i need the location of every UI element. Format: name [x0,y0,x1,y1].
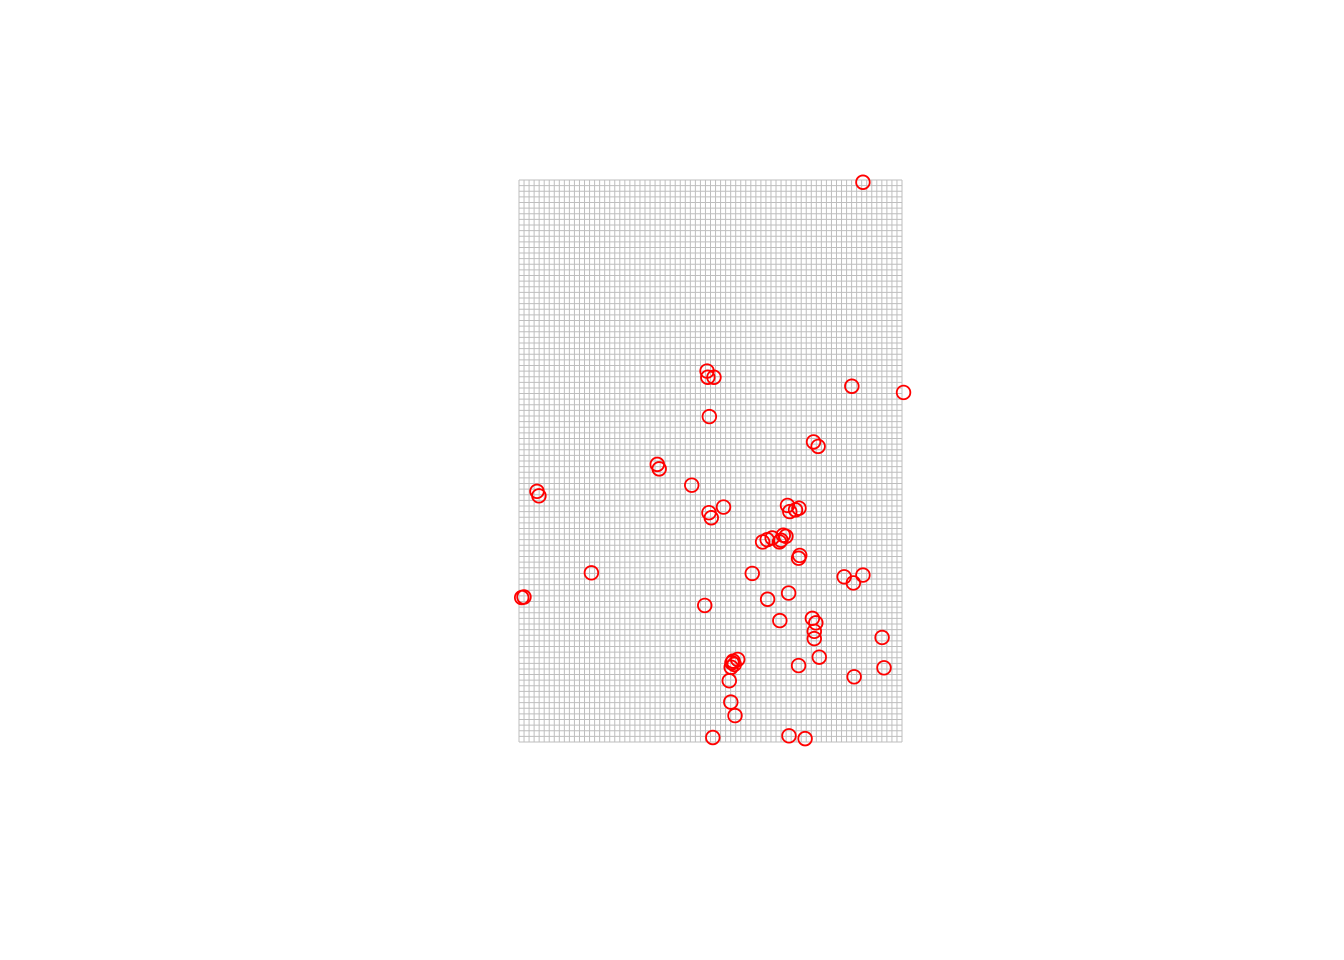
data-point [806,630,822,647]
data-point [810,438,826,455]
data-point [778,528,794,545]
data-point [874,629,890,646]
data-point [790,657,807,674]
data-point [516,589,532,605]
data-point [805,434,822,450]
data-point [531,488,547,504]
data-point [725,653,741,669]
data-point [781,728,797,744]
data-point [697,597,713,614]
data-point [791,500,807,516]
data-point [876,660,892,676]
data-point [806,623,822,639]
data-point [684,477,700,493]
data-point [583,565,600,581]
data-point [703,510,719,526]
data-point [759,591,776,607]
data-point [808,615,824,631]
data-point [895,384,912,401]
data-point [744,565,760,582]
data-point [790,550,807,566]
data-point [845,575,862,591]
data-point [754,534,771,550]
data-point [706,369,722,385]
data-point [780,585,797,601]
grid [518,179,903,743]
data-point [855,567,871,583]
data-points [513,174,912,747]
data-point [651,461,667,477]
data-point [727,707,743,724]
data-point [811,649,827,665]
data-point [724,655,740,671]
data-point [846,669,862,685]
data-point [844,378,860,394]
data-point [772,612,788,629]
data-point [715,499,732,515]
data-point [723,694,739,710]
data-point [721,673,737,689]
data-point [797,730,813,747]
data-point [855,174,871,190]
data-point [701,408,718,425]
data-point [705,729,721,746]
data-point [700,369,716,385]
